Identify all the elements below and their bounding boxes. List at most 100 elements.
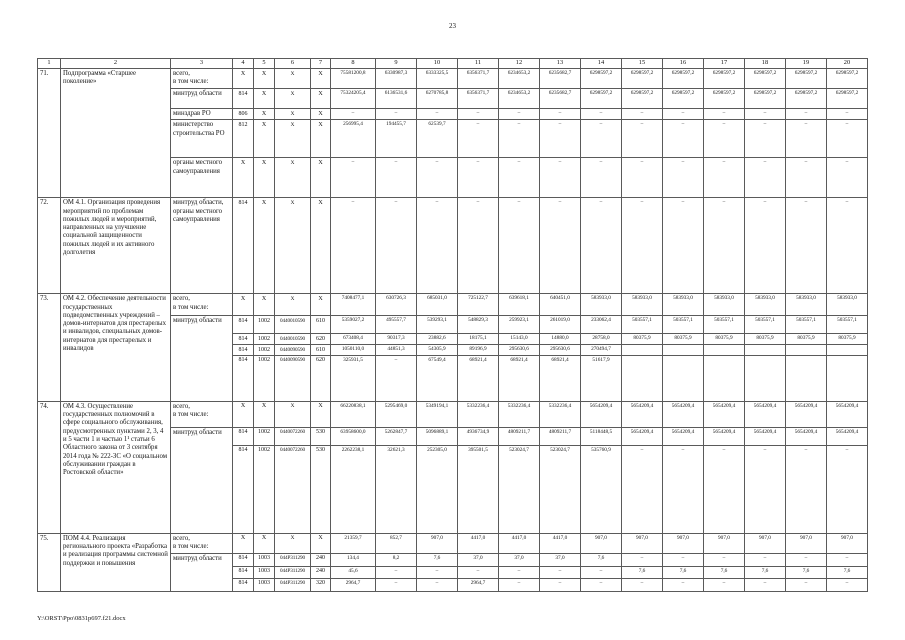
amount-cell: 28758,0: [580, 333, 622, 346]
amount-cell: –: [744, 197, 786, 295]
amount-cell: –: [826, 552, 868, 567]
amount-cell: –: [375, 157, 417, 199]
table-row: 72. ОМ 4.1. Организация проведения меропр…: [37, 197, 868, 295]
amount-cell: –: [826, 119, 868, 159]
amount-cell: [744, 354, 786, 402]
executor-cell: всего, в том числе:: [170, 532, 233, 554]
amount-cell: –: [457, 157, 499, 199]
amount-cell: 67549,4: [416, 354, 458, 402]
amount-cell: 23882,6: [416, 333, 458, 346]
amount-cell: –: [785, 444, 827, 534]
amount-cell: –: [457, 565, 499, 579]
amount-cell: 252305,0: [416, 444, 458, 534]
amount-cell: –: [539, 565, 581, 579]
amount-cell: 5654209,4: [744, 400, 786, 428]
amount-cell: 37,0: [539, 552, 581, 567]
grbs-code-cell: 814: [232, 565, 254, 579]
amount-cell: 4936734,9: [457, 426, 499, 446]
column-number: 12: [498, 58, 540, 69]
rzpr-code-cell: 1003: [253, 577, 275, 592]
vr-code-cell: X: [310, 532, 331, 554]
amount-cell: –: [703, 552, 745, 567]
amount-cell: 6298597,2: [703, 68, 745, 89]
amount-cell: –: [375, 354, 417, 402]
rzpr-code-cell: X: [253, 157, 275, 199]
amount-cell: 5654209,4: [826, 400, 868, 428]
column-number: 6: [274, 58, 311, 69]
amount-cell: 907,0: [580, 532, 622, 554]
grbs-code-cell: 814: [232, 315, 254, 335]
executor-cell: минздрав РО: [170, 107, 233, 121]
amount-cell: –: [580, 107, 622, 121]
amount-cell: –: [826, 107, 868, 121]
amount-cell: –: [621, 444, 663, 534]
amount-cell: 37,0: [457, 552, 499, 567]
amount-cell: [621, 344, 663, 356]
executor-cell: минтруд области: [170, 426, 233, 534]
csr-code-cell: 044Р311290: [274, 565, 311, 579]
amount-cell: –: [580, 157, 622, 199]
column-number: 3: [170, 58, 233, 69]
amount-cell: –: [785, 157, 827, 199]
amount-cell: 630726,3: [375, 293, 417, 317]
amount-cell: 80375,9: [703, 333, 745, 346]
executor-cell: всего, в том числе:: [170, 293, 233, 317]
amount-cell: 80375,9: [826, 333, 868, 346]
vr-code-cell: X: [310, 107, 331, 121]
column-number: 4: [232, 58, 254, 69]
csr-code-cell: X: [274, 532, 311, 554]
amount-cell: [621, 354, 663, 402]
amount-cell: 256995,4: [330, 119, 376, 159]
amount-cell: 7,6: [703, 565, 745, 579]
vr-code-cell: 530: [310, 444, 331, 534]
column-number: 9: [375, 58, 417, 69]
executor-cell: органы местного самоуправления: [170, 157, 233, 199]
amount-cell: 583933,0: [785, 293, 827, 317]
amount-cell: 7408477,1: [330, 293, 376, 317]
rzpr-code-cell: 1002: [253, 344, 275, 356]
grbs-code-cell: X: [232, 293, 254, 317]
column-number: 14: [580, 58, 622, 69]
amount-cell: [662, 354, 704, 402]
amount-cell: 907,0: [785, 532, 827, 554]
amount-cell: 583933,0: [744, 293, 786, 317]
amount-cell: 6136531,6: [375, 88, 417, 109]
amount-cell: 5654209,4: [580, 400, 622, 428]
column-number: 2: [60, 58, 171, 69]
csr-code-cell: 0440072260: [274, 444, 311, 534]
amount-cell: –: [498, 577, 540, 592]
amount-cell: –: [703, 157, 745, 199]
amount-cell: 7,6: [662, 565, 704, 579]
amount-cell: 583933,0: [662, 293, 704, 317]
amount-cell: –: [330, 197, 376, 295]
table-row: 814 1002 0440090590 610 1050110,0 44851,3 5430…: [38, 344, 868, 356]
amount-cell: 503557,1: [662, 315, 704, 335]
budget-table-body: 71. Подпрограмма «Старшее поколение» всего…: [37, 67, 868, 592]
column-number: 7: [310, 58, 331, 69]
amount-cell: –: [785, 119, 827, 159]
column-number-row: 1 2 3 4 5 6 7 8 9 10 11 12 13 14 15 16 17 18 19 20: [37, 58, 868, 69]
vr-code-cell: 240: [310, 565, 331, 579]
measure-name-cell: ОМ 4.2. Обеспечение деятельности государ…: [60, 293, 171, 402]
amount-cell: –: [744, 444, 786, 534]
amount-cell: 5295469,0: [375, 400, 417, 428]
measure-name-cell: ПОМ 4.4. Реализация регионального проект…: [60, 532, 171, 592]
vr-code-cell: X: [310, 293, 331, 317]
column-number: 16: [662, 58, 704, 69]
amount-cell: [703, 354, 745, 402]
measure-name-cell: Подпрограмма «Старшее поколение»: [60, 67, 171, 199]
vr-code-cell: 240: [310, 552, 331, 567]
amount-cell: 2964,7: [457, 577, 499, 592]
rzpr-code-cell: X: [253, 532, 275, 554]
amount-cell: 75581200,8: [330, 68, 376, 89]
csr-code-cell: 0440010590: [274, 333, 311, 346]
vr-code-cell: 320: [310, 577, 331, 592]
amount-cell: –: [703, 107, 745, 121]
amount-cell: 6298597,2: [826, 88, 868, 109]
rzpr-code-cell: X: [253, 293, 275, 317]
vr-code-cell: X: [310, 119, 331, 159]
document-path: Y:\ORST\Ppo\0831p697.f21.docx: [37, 615, 126, 622]
amount-cell: 80375,9: [744, 333, 786, 346]
amount-cell: [785, 344, 827, 356]
amount-cell: 5332236,4: [498, 400, 540, 428]
